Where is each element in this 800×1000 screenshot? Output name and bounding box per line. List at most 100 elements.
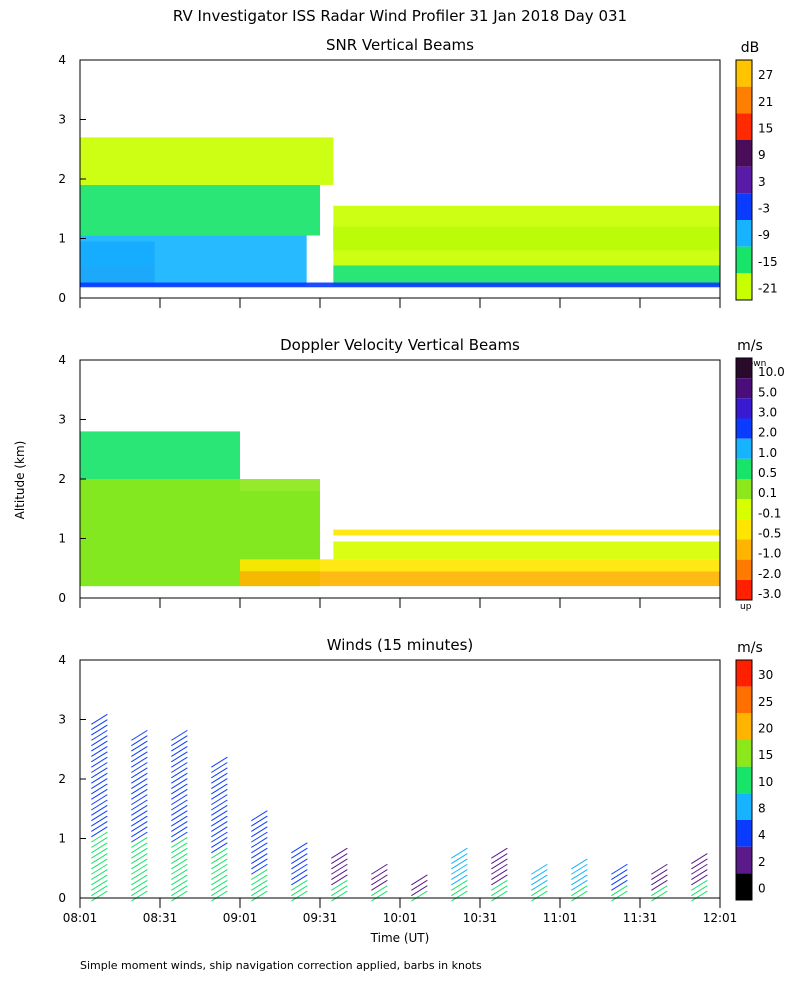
- x-tick-label: 11:31: [623, 911, 658, 925]
- wind-barb: [211, 767, 228, 779]
- wind-barb: [691, 890, 708, 902]
- colorbar-swatch: [736, 579, 752, 600]
- wind-barb: [171, 847, 188, 859]
- wind-barb: [571, 879, 588, 891]
- x-tick-label: 12:01: [703, 911, 738, 925]
- wind-barb: [131, 879, 148, 891]
- wind-barb: [91, 729, 108, 741]
- wind-barb: [131, 751, 148, 763]
- wind-barb: [571, 890, 588, 902]
- wind-barb: [131, 778, 148, 789]
- wind-barb: [91, 772, 108, 784]
- wind-barb: [451, 858, 468, 870]
- colorbar-swatch: [736, 398, 752, 419]
- wind-barb: [251, 858, 268, 870]
- wind-barb: [651, 885, 668, 897]
- wind-barb: [91, 799, 108, 811]
- wind-barb: [171, 756, 188, 768]
- wind-barb: [531, 874, 548, 886]
- y-tick-label: 4: [58, 353, 66, 367]
- wind-barb: [211, 772, 228, 784]
- wind-barb: [211, 794, 228, 806]
- y-tick-label: 0: [58, 891, 66, 905]
- y-axis-label: Altitude (km): [13, 441, 27, 520]
- wind-barb: [251, 837, 268, 848]
- colorbar-label: 8: [758, 802, 766, 816]
- wind-barb: [91, 853, 108, 864]
- wind-barb: [211, 778, 228, 789]
- wind-barb: [131, 837, 148, 848]
- wind-barb: [531, 869, 548, 881]
- y-tick-label: 4: [58, 53, 66, 67]
- wind-barb: [131, 820, 148, 832]
- colorbar-label: 10.0: [758, 365, 785, 379]
- wind-barb: [91, 826, 108, 838]
- wind-barb: [91, 869, 108, 881]
- wind-barb: [171, 826, 188, 838]
- wind-barb: [251, 820, 268, 832]
- wind-barb: [451, 863, 468, 875]
- colorbar-swatch: [736, 378, 752, 399]
- colorbar-swatch: [736, 713, 752, 740]
- wind-barb: [171, 746, 188, 757]
- colorbar-unit: dB: [741, 40, 760, 56]
- colorbar-label: 21: [758, 95, 773, 109]
- colorbar-label: 3.0: [758, 405, 777, 419]
- wind-barb: [251, 826, 268, 838]
- wind-barb: [91, 751, 108, 763]
- wind-barb: [451, 853, 468, 864]
- wind-barb: [331, 853, 348, 864]
- wind-barb: [211, 815, 228, 827]
- wind-barb: [91, 837, 108, 848]
- wind-barb: [131, 804, 148, 816]
- wind-barb: [491, 863, 508, 875]
- doppler-panel: Doppler Velocity Vertical Beams m/s down up…: [58, 336, 784, 612]
- wind-barb: [171, 885, 188, 897]
- heatmap-cell: [333, 265, 720, 287]
- wind-barb: [251, 885, 268, 897]
- x-tick-label: 11:01: [543, 911, 578, 925]
- wind-barb: [571, 869, 588, 881]
- colorbar-swatch: [736, 660, 752, 687]
- wind-barb: [411, 890, 428, 902]
- wind-barb: [491, 874, 508, 886]
- colorbar-swatch: [736, 559, 752, 580]
- wind-barb: [611, 885, 628, 897]
- wind-barb: [531, 863, 548, 875]
- wind-barb: [571, 863, 588, 875]
- wind-barb: [531, 890, 548, 902]
- wind-barb: [91, 778, 108, 789]
- wind-barb: [171, 890, 188, 902]
- colorbar-label: 25: [758, 695, 773, 709]
- wind-barb: [371, 890, 388, 902]
- wind-barb: [611, 869, 628, 881]
- wind-barb: [691, 858, 708, 870]
- colorbar-label: -15: [758, 255, 778, 269]
- wind-barb: [691, 863, 708, 875]
- wind-barb: [331, 869, 348, 881]
- colorbar-swatch: [736, 793, 752, 820]
- wind-barb: [491, 853, 508, 864]
- wind-barb: [211, 820, 228, 832]
- wind-barb: [131, 799, 148, 811]
- wind-barb: [91, 788, 108, 800]
- colorbar-swatch: [736, 438, 752, 459]
- x-tick-label: 10:01: [383, 911, 418, 925]
- wind-barb: [171, 879, 188, 891]
- wind-barb: [211, 879, 228, 891]
- heatmap-cell: [80, 235, 307, 287]
- colorbar-swatch: [736, 820, 752, 847]
- y-tick-label: 0: [58, 591, 66, 605]
- wind-barb: [211, 783, 228, 795]
- wind-barb: [371, 885, 388, 897]
- wind-barb: [211, 762, 228, 773]
- wind-barb: [91, 719, 108, 731]
- wind-barb: [171, 778, 188, 789]
- footnote: Simple moment winds, ship navigation cor…: [80, 959, 482, 972]
- plot-frame: [79, 659, 721, 899]
- colorbar-unit: m/s: [737, 338, 763, 354]
- wind-barb: [211, 869, 228, 881]
- wind-barb: [291, 863, 308, 875]
- wind-barb: [171, 842, 188, 854]
